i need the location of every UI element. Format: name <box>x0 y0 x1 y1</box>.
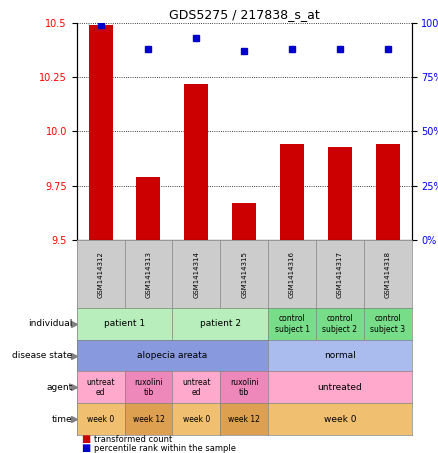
Text: transformed count: transformed count <box>94 435 173 444</box>
Text: ■: ■ <box>81 434 90 444</box>
Text: GSM1414314: GSM1414314 <box>193 251 199 298</box>
Text: week 0: week 0 <box>183 414 210 424</box>
Text: individual: individual <box>28 319 72 328</box>
Text: control
subject 3: control subject 3 <box>370 314 405 333</box>
Text: alopecia areata: alopecia areata <box>137 351 208 360</box>
Bar <box>280 145 304 240</box>
Text: GSM1414316: GSM1414316 <box>289 251 295 298</box>
Title: GDS5275 / 217838_s_at: GDS5275 / 217838_s_at <box>169 9 320 21</box>
Bar <box>376 145 400 240</box>
Text: ruxolini
tib: ruxolini tib <box>134 378 163 397</box>
Text: GSM1414312: GSM1414312 <box>98 251 103 298</box>
Text: untreat
ed: untreat ed <box>182 378 211 397</box>
Bar <box>232 203 256 240</box>
Text: time: time <box>52 414 72 424</box>
Text: GSM1414313: GSM1414313 <box>145 251 152 298</box>
Text: patient 2: patient 2 <box>200 319 241 328</box>
Text: ruxolini
tib: ruxolini tib <box>230 378 258 397</box>
Text: week 12: week 12 <box>133 414 164 424</box>
Text: control
subject 2: control subject 2 <box>322 314 357 333</box>
Bar <box>184 83 208 240</box>
Text: percentile rank within the sample: percentile rank within the sample <box>94 444 236 453</box>
Bar <box>328 147 352 240</box>
Text: control
subject 1: control subject 1 <box>275 314 310 333</box>
Text: week 0: week 0 <box>87 414 114 424</box>
Text: GSM1414317: GSM1414317 <box>337 251 343 298</box>
Text: untreat
ed: untreat ed <box>86 378 115 397</box>
Text: week 12: week 12 <box>228 414 260 424</box>
Text: week 0: week 0 <box>324 414 356 424</box>
Text: patient 1: patient 1 <box>104 319 145 328</box>
Text: untreated: untreated <box>318 383 362 392</box>
Text: GSM1414315: GSM1414315 <box>241 251 247 298</box>
Text: normal: normal <box>324 351 356 360</box>
Bar <box>88 25 113 240</box>
Bar <box>137 177 160 240</box>
Text: ■: ■ <box>81 443 90 453</box>
Text: GSM1414318: GSM1414318 <box>385 251 391 298</box>
Text: disease state: disease state <box>12 351 72 360</box>
Text: agent: agent <box>46 383 72 392</box>
